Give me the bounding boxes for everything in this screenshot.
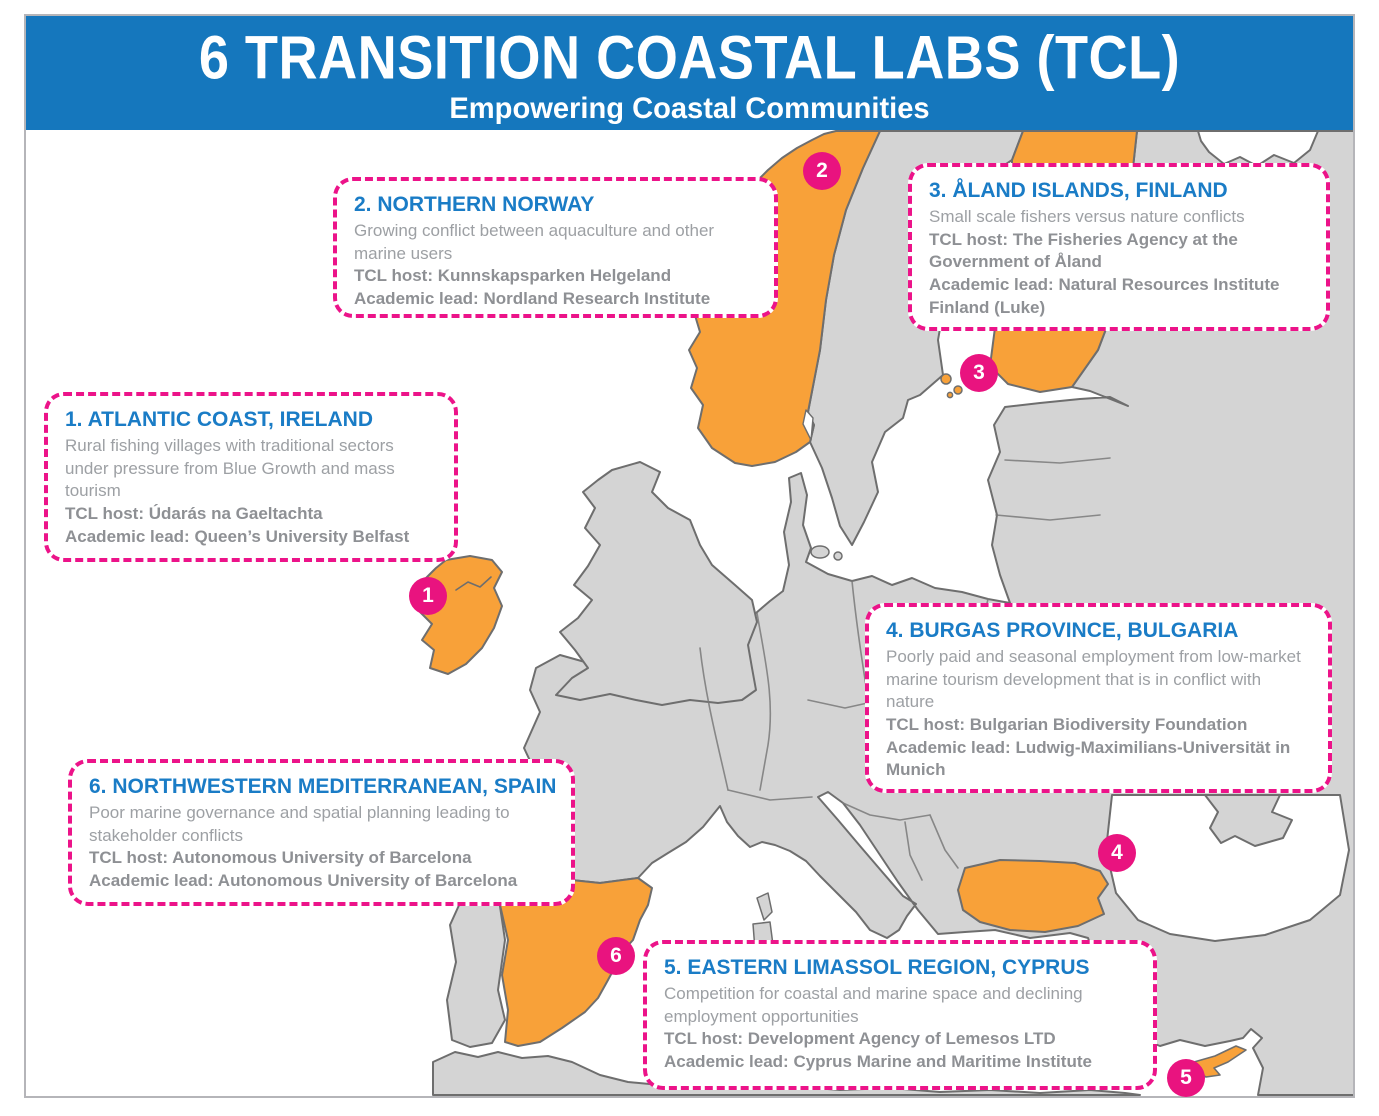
lab-host-line: TCL host: Údarás na Gaeltachta: [65, 504, 323, 524]
lab-card-description: Poor marine governance and spatial plann…: [89, 803, 510, 845]
lab-card-title: 4. BURGAS PROVINCE, BULGARIA: [886, 619, 1239, 642]
lab-card-title: 3. ÅLAND ISLANDS, FINLAND: [929, 179, 1228, 202]
header-banner: 6 TRANSITION COASTAL LABS (TCL) Empoweri…: [26, 16, 1353, 130]
lab-card-northwestern-mediterranean-spain: 6. NORTHWESTERN MEDITERRANEAN, SPAIN Poo…: [68, 759, 575, 906]
map-marker-2: 2: [803, 152, 841, 190]
lab-lead-line: Academic lead: Natural Resources Institu…: [929, 275, 1280, 317]
lab-card-description: Small scale fishers versus nature confli…: [929, 207, 1245, 227]
country-spain: [477, 877, 653, 1047]
lab-card-description: Growing conflict between aquaculture and…: [354, 221, 715, 263]
lab-card-description: Competition for coastal and marine space…: [664, 984, 1083, 1026]
lab-lead-line: Academic lead: Autonomous University of …: [89, 871, 518, 891]
black-sea: [1105, 794, 1350, 942]
map-marker-3: 3: [960, 354, 998, 392]
lab-card-title: 2. NORTHERN NORWAY: [354, 193, 595, 216]
crimea-peninsula: [1204, 794, 1293, 847]
map-marker-4: 4: [1098, 834, 1136, 872]
lab-card-title: 6. NORTHWESTERN MEDITERRANEAN, SPAIN: [89, 775, 557, 798]
lab-host-line: TCL host: Bulgarian Biodiversity Foundat…: [886, 715, 1248, 735]
lab-host-line: TCL host: The Fisheries Agency at the Go…: [929, 229, 1238, 272]
lab-card-northern-norway: 2. NORTHERN NORWAY Growing conflict betw…: [333, 177, 778, 318]
map-marker-1: 1: [409, 577, 447, 615]
lab-card-description: Poorly paid and seasonal employment from…: [886, 647, 1301, 712]
lab-card-description: Rural fishing villages with traditional …: [65, 436, 395, 501]
lab-card-title: 1. ATLANTIC COAST, IRELAND: [65, 408, 373, 431]
country-great-britain: [555, 461, 758, 706]
lab-host-line: TCL host: Kunnskapsparken Helgeland: [354, 266, 672, 286]
lab-card-atlantic-coast-ireland: 1. ATLANTIC COAST, IRELAND Rural fishing…: [44, 392, 458, 562]
country-portugal: [446, 892, 506, 1048]
map-marker-6: 6: [597, 937, 635, 975]
lab-card-aland-islands-finland: 3. ÅLAND ISLANDS, FINLAND Small scale fi…: [908, 163, 1330, 331]
lab-card-title: 5. EASTERN LIMASSOL REGION, CYPRUS: [664, 956, 1090, 979]
map-marker-5: 5: [1167, 1059, 1205, 1097]
lab-lead-line: Academic lead: Queen’s University Belfas…: [65, 526, 410, 546]
denmark-islands: [810, 545, 843, 561]
lab-card-burgas-province-bulgaria: 4. BURGAS PROVINCE, BULGARIA Poorly paid…: [865, 603, 1332, 793]
country-ireland: [419, 555, 503, 675]
banner-subtitle: Empowering Coastal Communities: [449, 92, 930, 125]
lab-card-eastern-limassol-cyprus: 5. EASTERN LIMASSOL REGION, CYPRUS Compe…: [643, 940, 1157, 1090]
oslofjord-inlet: [802, 409, 814, 441]
country-bulgaria: [957, 859, 1109, 933]
northern-ireland-border: [455, 576, 492, 591]
lab-host-line: TCL host: Development Agency of Lemesos …: [664, 1029, 1056, 1049]
lab-lead-line: Academic lead: Ludwig-Maximilians-Univer…: [886, 737, 1291, 780]
lab-host-line: TCL host: Autonomous University of Barce…: [89, 848, 472, 868]
lab-lead-line: Academic lead: Nordland Research Institu…: [354, 289, 711, 309]
banner-title: 6 TRANSITION COASTAL LABS (TCL): [198, 23, 1181, 93]
lab-lead-line: Academic lead: Cyprus Marine and Maritim…: [664, 1052, 1092, 1072]
